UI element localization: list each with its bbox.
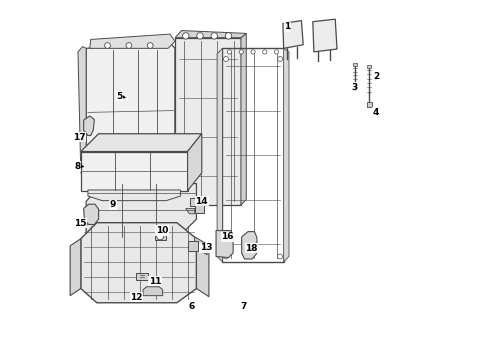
Polygon shape	[143, 287, 163, 296]
Circle shape	[196, 33, 203, 39]
Polygon shape	[312, 19, 336, 52]
Text: 11: 11	[148, 277, 161, 286]
Circle shape	[227, 50, 231, 54]
Polygon shape	[155, 231, 165, 240]
Polygon shape	[283, 21, 303, 48]
Text: 13: 13	[200, 243, 212, 252]
Text: 12: 12	[130, 293, 142, 302]
Polygon shape	[83, 116, 94, 135]
Polygon shape	[86, 41, 175, 176]
Text: 16: 16	[221, 233, 234, 242]
Text: 14: 14	[195, 197, 208, 206]
Text: 18: 18	[245, 244, 257, 253]
Text: 15: 15	[74, 219, 86, 228]
Polygon shape	[194, 237, 207, 255]
Circle shape	[182, 33, 188, 39]
Circle shape	[277, 57, 282, 62]
Text: 3: 3	[350, 83, 357, 92]
Polygon shape	[216, 230, 233, 257]
Text: 10: 10	[156, 226, 168, 235]
Circle shape	[250, 50, 255, 54]
Circle shape	[156, 233, 163, 240]
Circle shape	[223, 254, 228, 259]
Text: 1: 1	[284, 22, 290, 31]
Text: 5: 5	[116, 92, 122, 101]
Circle shape	[147, 42, 153, 48]
Circle shape	[223, 57, 228, 62]
Circle shape	[274, 50, 278, 54]
Polygon shape	[283, 48, 288, 262]
Text: 8: 8	[74, 162, 80, 171]
Polygon shape	[81, 152, 187, 191]
Polygon shape	[185, 208, 194, 214]
Polygon shape	[195, 205, 203, 213]
Polygon shape	[187, 134, 202, 191]
Text: 6: 6	[188, 302, 195, 311]
Text: 17: 17	[73, 133, 85, 142]
Polygon shape	[88, 190, 180, 201]
Circle shape	[262, 50, 266, 54]
Polygon shape	[175, 38, 241, 205]
Circle shape	[104, 42, 110, 48]
Text: 9: 9	[109, 201, 116, 210]
Polygon shape	[81, 223, 196, 303]
Text: 4: 4	[372, 108, 379, 117]
Circle shape	[211, 33, 217, 39]
Polygon shape	[175, 48, 183, 169]
Polygon shape	[241, 231, 256, 259]
Polygon shape	[175, 31, 246, 38]
Circle shape	[225, 33, 231, 39]
Polygon shape	[136, 273, 147, 280]
Polygon shape	[366, 103, 371, 107]
Polygon shape	[81, 134, 202, 152]
Polygon shape	[83, 204, 99, 225]
Text: 2: 2	[372, 72, 379, 81]
Polygon shape	[190, 198, 197, 206]
Polygon shape	[352, 63, 356, 66]
Polygon shape	[86, 184, 196, 239]
Polygon shape	[89, 34, 175, 48]
Polygon shape	[188, 241, 197, 251]
Polygon shape	[78, 46, 86, 176]
Circle shape	[239, 50, 243, 54]
Circle shape	[277, 254, 282, 259]
Polygon shape	[70, 239, 81, 296]
Polygon shape	[366, 65, 370, 68]
Polygon shape	[241, 33, 246, 205]
Polygon shape	[217, 48, 222, 262]
Text: 7: 7	[240, 302, 246, 311]
Polygon shape	[196, 239, 208, 297]
Circle shape	[126, 42, 131, 48]
